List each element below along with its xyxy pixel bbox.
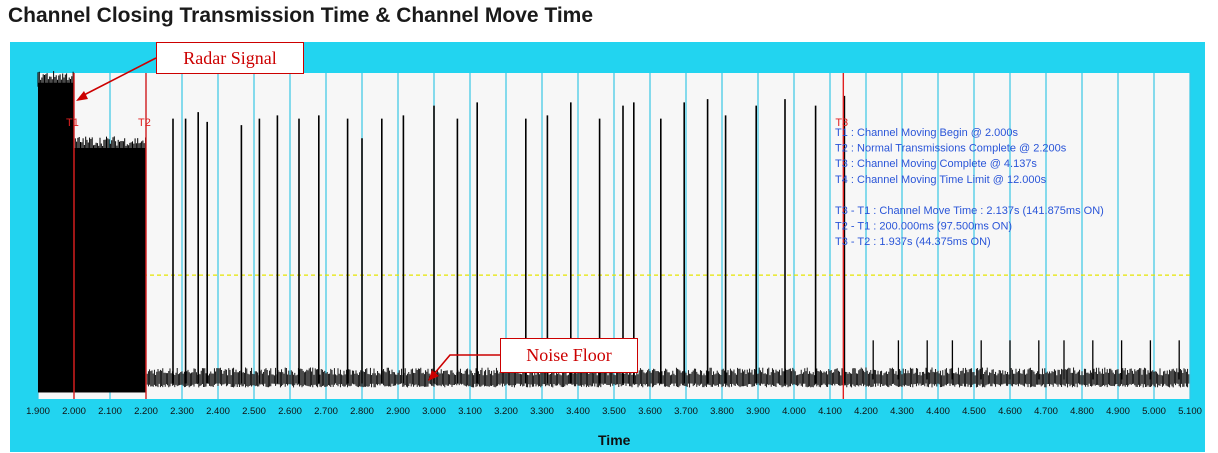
annotation-line: T2 - T1 : 200.000ms (97.500ms ON) xyxy=(835,221,1012,233)
radar-signal-callout: Radar Signal xyxy=(156,42,304,74)
x-tick-label: 4.100 xyxy=(818,406,842,417)
dense-block-edge xyxy=(37,71,74,87)
signal-trace xyxy=(37,71,1190,393)
dense-transmission-block xyxy=(74,147,146,393)
noise-arrow-head xyxy=(428,370,439,381)
x-tick-label: 4.700 xyxy=(1034,406,1058,417)
marker-label: T2 xyxy=(138,117,151,129)
x-tick-label: 4.300 xyxy=(890,406,914,417)
x-tick-label: 5.000 xyxy=(1142,406,1166,417)
x-tick-label: 2.200 xyxy=(134,406,158,417)
x-axis-ticks: 1.900 2.000 2.100 2.200 2.300 2.400 2.500 2.600… xyxy=(26,406,1202,417)
callout-arrows xyxy=(76,57,500,381)
x-tick-label: 4.200 xyxy=(854,406,878,417)
x-tick-label: 4.500 xyxy=(962,406,986,417)
x-tick-label: 4.900 xyxy=(1106,406,1130,417)
x-tick-label: 5.100 xyxy=(1178,406,1202,417)
annotation-line: T2 : Normal Transmissions Complete @ 2.2… xyxy=(835,143,1067,155)
x-tick-label: 2.500 xyxy=(242,406,266,417)
x-tick-label: 2.600 xyxy=(278,406,302,417)
x-tick-label: 2.700 xyxy=(314,406,338,417)
noise-floor-callout: Noise Floor xyxy=(500,338,638,373)
x-tick-label: 3.700 xyxy=(674,406,698,417)
x-tick-label: 1.900 xyxy=(26,406,50,417)
marker-label: T3 xyxy=(835,117,848,129)
x-tick-label: 3.600 xyxy=(638,406,662,417)
annotation-line: T3 - T1 : Channel Move Time : 2.137s (14… xyxy=(835,205,1104,217)
time-markers: T1 T2 T3 xyxy=(66,73,848,399)
annotation-line: T1 : Channel Moving Begin @ 2.000s xyxy=(835,127,1018,139)
x-tick-label: 4.800 xyxy=(1070,406,1094,417)
x-tick-label: 2.300 xyxy=(170,406,194,417)
measurement-annotations: T1 : Channel Moving Begin @ 2.000s T2 : N… xyxy=(835,127,1104,248)
radar-arrow-head xyxy=(76,91,88,101)
marker-label: T1 xyxy=(66,117,79,129)
chart-title: Channel Closing Transmission Time & Chan… xyxy=(8,4,594,27)
annotation-line: T3 : Channel Moving Complete @ 4.137s xyxy=(835,158,1037,170)
x-tick-label: 2.400 xyxy=(206,406,230,417)
x-tick-label: 2.000 xyxy=(62,406,86,417)
x-tick-label: 4.400 xyxy=(926,406,950,417)
x-axis-label: Time xyxy=(598,432,631,448)
x-tick-label: 3.400 xyxy=(566,406,590,417)
x-tick-label: 3.900 xyxy=(746,406,770,417)
x-tick-label: 2.900 xyxy=(386,406,410,417)
x-tick-label: 3.000 xyxy=(422,406,446,417)
x-tick-label: 3.800 xyxy=(710,406,734,417)
x-tick-label: 2.800 xyxy=(350,406,374,417)
x-tick-label: 3.200 xyxy=(494,406,518,417)
x-tick-label: 3.100 xyxy=(458,406,482,417)
x-tick-label: 3.300 xyxy=(530,406,554,417)
x-tick-label: 4.000 xyxy=(782,406,806,417)
x-tick-label: 2.100 xyxy=(98,406,122,417)
x-tick-label: 4.600 xyxy=(998,406,1022,417)
noise-arrow-line xyxy=(433,354,500,375)
radar-arrow-line xyxy=(81,57,157,97)
dense-transmission-block xyxy=(38,82,74,393)
annotation-line: T3 - T2 : 1.937s (44.375ms ON) xyxy=(835,236,991,248)
x-tick-label: 3.500 xyxy=(602,406,626,417)
annotation-line: T4 : Channel Moving Time Limit @ 12.000s xyxy=(835,174,1047,186)
